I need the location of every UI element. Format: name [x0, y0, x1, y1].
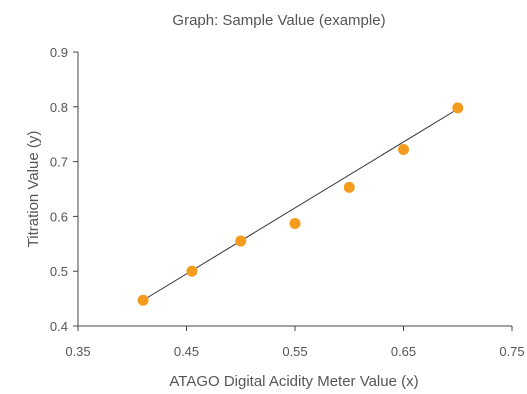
data-points [137, 102, 464, 306]
data-point [186, 265, 198, 277]
y-axis-title: Titration Value (y) [25, 131, 42, 248]
y-tick-label: 0.9 [50, 45, 68, 60]
x-axis-title: ATAGO Digital Acidity Meter Value (x) [169, 373, 418, 390]
data-point [235, 235, 247, 247]
data-point [137, 294, 149, 306]
data-point [343, 181, 355, 193]
x-tick-label: 0.65 [391, 344, 416, 359]
x-tick-label: 0.75 [499, 344, 524, 359]
y-tick-label: 0.7 [50, 155, 68, 170]
chart-title: Graph: Sample Value (example) [172, 12, 385, 29]
x-axis-ticks: 0.35 0.45 0.55 0.65 0.75 [65, 326, 525, 359]
x-tick-label: 0.45 [174, 344, 199, 359]
data-point [289, 218, 301, 230]
y-axis-ticks: 0.4 0.5 0.6 0.7 0.8 0.9 [50, 45, 78, 334]
data-point [398, 144, 409, 156]
data-point [452, 102, 464, 114]
y-tick-label: 0.8 [50, 100, 68, 115]
x-tick-label: 0.35 [65, 344, 90, 359]
y-tick-label: 0.6 [50, 209, 68, 224]
y-tick-label: 0.4 [50, 319, 68, 334]
y-tick-label: 0.5 [50, 264, 68, 279]
x-tick-label: 0.55 [282, 344, 307, 359]
